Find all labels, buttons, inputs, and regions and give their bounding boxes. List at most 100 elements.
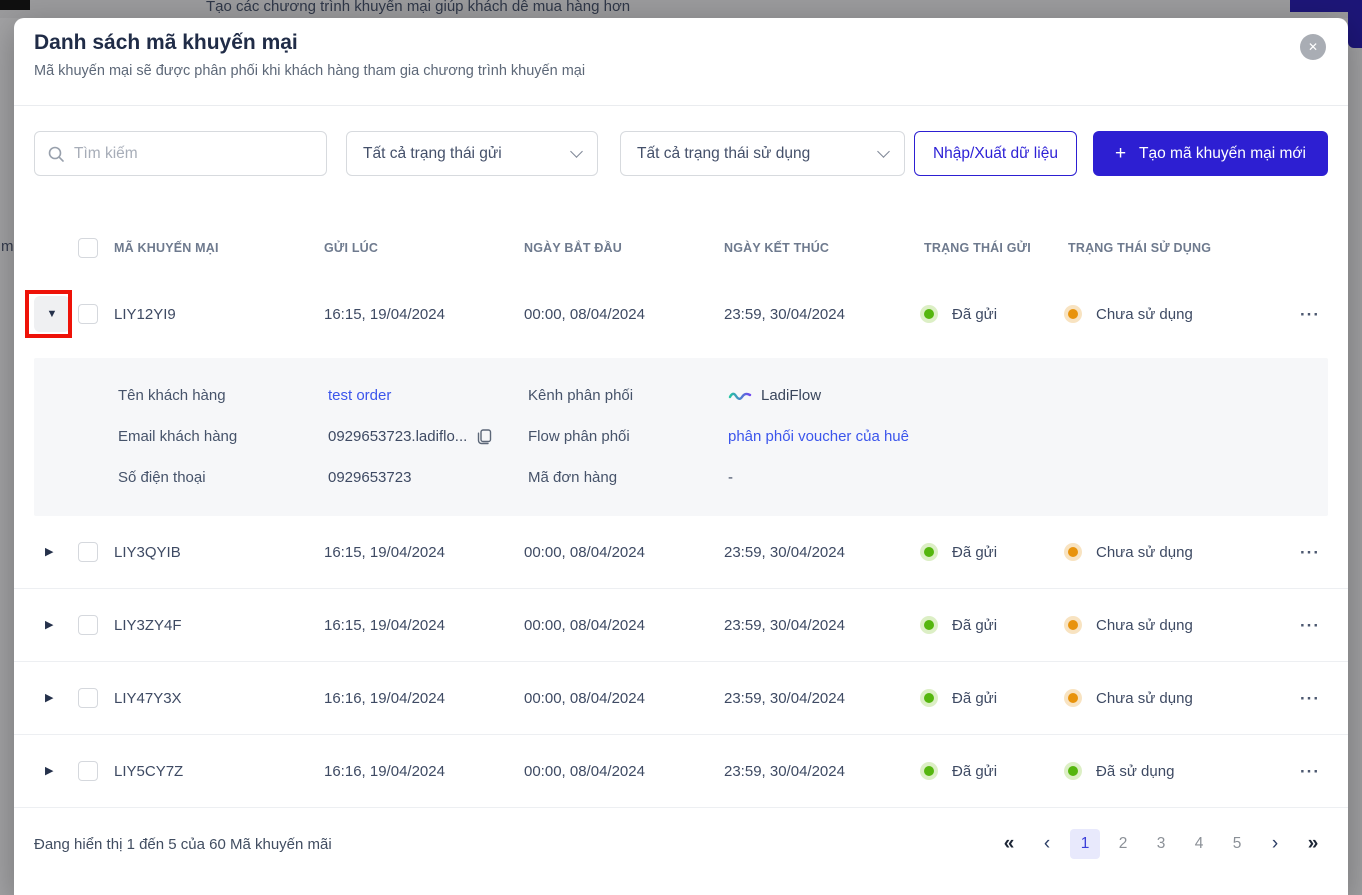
row-checkbox[interactable] bbox=[78, 761, 98, 781]
channel-label: Kênh phân phối bbox=[528, 387, 634, 404]
copy-icon[interactable] bbox=[477, 428, 492, 445]
send-status-label: Đã gửi bbox=[952, 689, 998, 707]
page-button-1[interactable]: 1 bbox=[1070, 829, 1100, 859]
status-dot-orange bbox=[1068, 309, 1078, 319]
page-button-3[interactable]: 3 bbox=[1156, 835, 1166, 852]
order-code-value: - bbox=[728, 469, 733, 486]
last-page-button[interactable]: » bbox=[1307, 833, 1319, 854]
status-dot-green bbox=[924, 620, 934, 630]
end-date: 23:59, 30/04/2024 bbox=[724, 616, 845, 634]
page-title: Danh sách mã khuyến mại bbox=[34, 31, 298, 54]
col-header-sent-at: GỬI LÚC bbox=[324, 240, 379, 255]
order-code-label: Mã đơn hàng bbox=[528, 469, 618, 486]
col-header-send-status: TRẠNG THÁI GỬI bbox=[924, 240, 1031, 255]
status-dot-green bbox=[924, 693, 934, 703]
start-date: 00:00, 08/04/2024 bbox=[524, 305, 645, 323]
row-checkbox[interactable] bbox=[78, 304, 98, 324]
send-status-label: Đã gửi bbox=[952, 543, 998, 561]
row-menu-icon[interactable]: ··· bbox=[1300, 542, 1320, 562]
results-summary: Đang hiển thị 1 đến 5 của 60 Mã khuyến m… bbox=[34, 835, 332, 853]
send-status: Đã gửi bbox=[924, 690, 1068, 707]
customer-name-link[interactable]: test order bbox=[328, 387, 392, 404]
first-page-button[interactable]: « bbox=[1003, 833, 1015, 854]
detail-row: Số điện thoại 0929653723 Mã đơn hàng - bbox=[118, 457, 1328, 498]
row-checkbox[interactable] bbox=[78, 615, 98, 635]
promo-code: LIY12YI9 bbox=[114, 305, 176, 323]
close-icon[interactable]: ✕ bbox=[1300, 34, 1326, 60]
search-input[interactable] bbox=[74, 144, 314, 163]
send-status: Đã gửi bbox=[924, 544, 1068, 561]
usage-status-label: Chưa sử dụng bbox=[1096, 616, 1193, 634]
usage-status-label: Chưa sử dụng bbox=[1096, 305, 1193, 323]
expander-wrap: ▼ bbox=[25, 290, 72, 338]
row-menu-icon[interactable]: ··· bbox=[1300, 615, 1320, 635]
page-subtitle: Mã khuyến mại sẽ được phân phối khi khác… bbox=[34, 63, 586, 79]
status-dot-green bbox=[924, 547, 934, 557]
create-promo-code-label: Tạo mã khuyến mại mới bbox=[1139, 144, 1306, 162]
create-promo-code-button[interactable]: + Tạo mã khuyến mại mới bbox=[1092, 131, 1328, 176]
promo-code-list-modal: Danh sách mã khuyến mại Mã khuyến mại sẽ… bbox=[14, 18, 1348, 895]
chevron-down-icon bbox=[877, 145, 890, 158]
table-row: ▶ LIY5CY7Z 16:16, 19/04/2024 00:00, 08/0… bbox=[14, 735, 1348, 808]
row-menu-icon[interactable]: ··· bbox=[1300, 304, 1320, 324]
send-status-label: Đã gửi bbox=[952, 616, 998, 634]
row-checkbox[interactable] bbox=[78, 542, 98, 562]
usage-status: Chưa sử dụng bbox=[1068, 306, 1288, 323]
end-date: 23:59, 30/04/2024 bbox=[724, 762, 845, 780]
flow-link[interactable]: phân phối voucher của huê bbox=[728, 428, 909, 445]
expand-row-button[interactable]: ▶ bbox=[45, 545, 54, 558]
collapse-row-button[interactable]: ▼ bbox=[34, 296, 70, 332]
next-page-button[interactable]: › bbox=[1271, 833, 1279, 854]
sent-at: 16:16, 19/04/2024 bbox=[324, 689, 445, 707]
expand-row-button[interactable]: ▶ bbox=[45, 764, 54, 777]
phone-value: 0929653723 bbox=[328, 469, 412, 486]
usage-status-filter-value: Tất cả trạng thái sử dụng bbox=[637, 144, 811, 162]
table-header-row: MÃ KHUYẾN MẠI GỬI LÚC NGÀY BẮT ĐẦU NGÀY … bbox=[14, 225, 1348, 270]
page-button-2[interactable]: 2 bbox=[1118, 835, 1128, 852]
flow-label: Flow phân phối bbox=[528, 428, 630, 445]
phone-label: Số điện thoại bbox=[118, 469, 206, 486]
page-button-4[interactable]: 4 bbox=[1194, 835, 1204, 852]
pagination: « ‹ 1 2 3 4 5 › » bbox=[994, 829, 1328, 859]
sent-at: 16:15, 19/04/2024 bbox=[324, 616, 445, 634]
promo-code: LIY5CY7Z bbox=[114, 762, 184, 780]
sent-at: 16:15, 19/04/2024 bbox=[324, 543, 445, 561]
page-backdrop-top: Tạo các chương trình khuyến mại giúp khá… bbox=[0, 0, 1362, 18]
sent-at: 16:16, 19/04/2024 bbox=[324, 762, 445, 780]
row-checkbox[interactable] bbox=[78, 688, 98, 708]
promo-code: LIY3QYIB bbox=[114, 543, 181, 561]
status-dot-orange bbox=[1068, 547, 1078, 557]
end-date: 23:59, 30/04/2024 bbox=[724, 689, 845, 707]
start-date: 00:00, 08/04/2024 bbox=[524, 616, 645, 634]
detail-row: Email khách hàng 0929653723.ladiflo... F… bbox=[118, 416, 1328, 457]
import-export-button[interactable]: Nhập/Xuất dữ liệu bbox=[913, 131, 1077, 176]
annotation-highlight-box bbox=[25, 290, 72, 338]
customer-name-label: Tên khách hàng bbox=[118, 387, 226, 404]
select-all-checkbox[interactable] bbox=[78, 237, 98, 258]
start-date: 00:00, 08/04/2024 bbox=[524, 762, 645, 780]
expand-row-button[interactable]: ▶ bbox=[45, 618, 54, 631]
backdrop-page-caption: Tạo các chương trình khuyến mại giúp khá… bbox=[206, 0, 631, 15]
expand-row-button[interactable]: ▶ bbox=[45, 691, 54, 704]
search-box bbox=[34, 131, 327, 176]
backdrop-right-navy-strip bbox=[1348, 0, 1362, 48]
row-menu-icon[interactable]: ··· bbox=[1300, 688, 1320, 708]
chevron-down-icon bbox=[570, 145, 583, 158]
status-dot-orange bbox=[1068, 693, 1078, 703]
send-status-filter[interactable]: Tất cả trạng thái gửi bbox=[346, 131, 598, 176]
email-text: 0929653723.ladiflo... bbox=[328, 428, 468, 445]
row-menu-icon[interactable]: ··· bbox=[1300, 761, 1320, 781]
customer-email-label: Email khách hàng bbox=[118, 428, 238, 445]
usage-status: Chưa sử dụng bbox=[1068, 544, 1288, 561]
prev-page-button[interactable]: ‹ bbox=[1043, 833, 1051, 854]
send-status: Đã gửi bbox=[924, 617, 1068, 634]
send-status: Đã gửi bbox=[924, 763, 1068, 780]
usage-status-filter[interactable]: Tất cả trạng thái sử dụng bbox=[620, 131, 905, 176]
search-icon bbox=[47, 145, 65, 163]
backdrop-left-text-fragment: m bbox=[1, 238, 14, 255]
status-dot-green bbox=[1068, 766, 1078, 776]
col-header-usage-status: TRẠNG THÁI SỬ DỤNG bbox=[1068, 240, 1212, 255]
col-header-code: MÃ KHUYẾN MẠI bbox=[114, 240, 219, 255]
page-button-5[interactable]: 5 bbox=[1232, 835, 1242, 852]
col-header-start-date: NGÀY BẮT ĐẦU bbox=[524, 240, 623, 255]
